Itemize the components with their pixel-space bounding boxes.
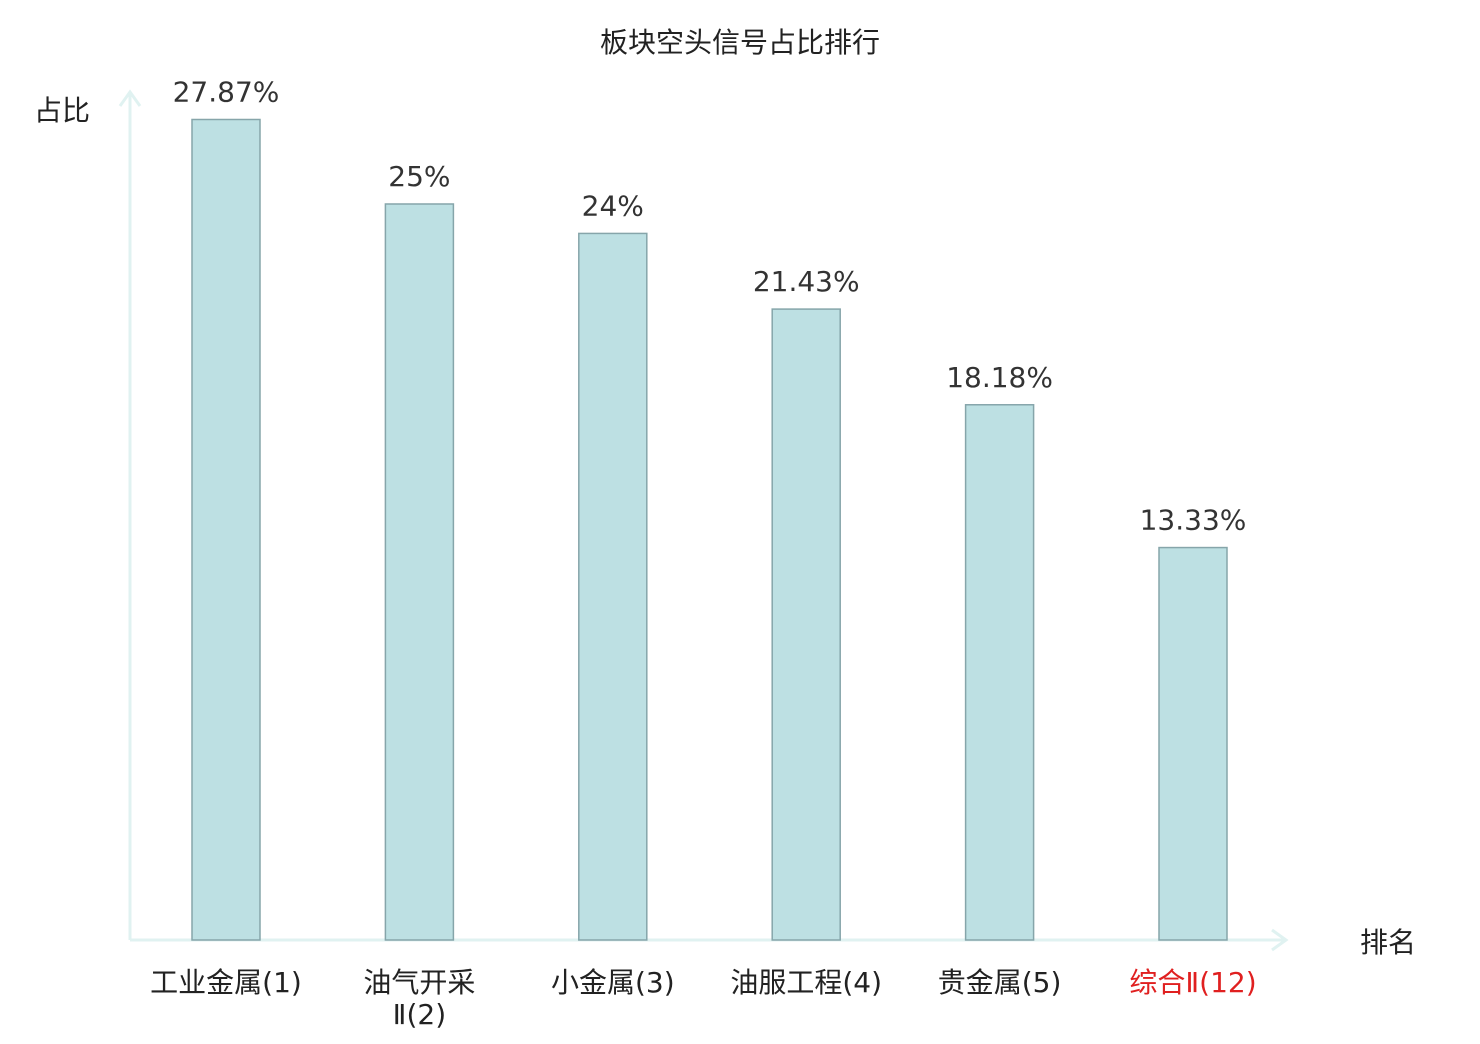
category-labels-group: 工业金属(1) 油气开采 Ⅱ(2) 小金属(3) 油服工程(4) 贵金属(5) 综合Ⅱ(12… [150, 966, 1256, 1031]
x-tick-label-line: 贵金属(5) [938, 966, 1062, 999]
axes [118, 89, 1289, 952]
bar-3 [578, 232, 648, 941]
x-axis-label: 排名 [1360, 926, 1416, 959]
bar-value-label-3: 24% [582, 189, 644, 222]
x-tick-label-6: 综合Ⅱ(12) [1129, 966, 1256, 999]
value-labels-group: 27.87% 25% 24% 21.43% 18.18% 13.33% [173, 75, 1247, 536]
x-tick-label-line: 油服工程(4) [730, 966, 882, 999]
bar-value-label-5: 18.18% [946, 361, 1053, 394]
x-axis-arrowhead [1271, 928, 1289, 952]
x-tick-label-line: 工业金属(1) [150, 966, 302, 999]
x-tick-label-1: 工业金属(1) [150, 966, 302, 999]
bar-6 [1158, 546, 1228, 941]
bar-value-label-1: 27.87% [173, 75, 280, 108]
bar-value-label-4: 21.43% [753, 265, 860, 298]
bar-value-label-6: 13.33% [1140, 504, 1247, 537]
x-tick-label-2: 油气开采 Ⅱ(2) [363, 966, 475, 1031]
bars-group [191, 118, 1228, 941]
x-tick-label-3: 小金属(3) [551, 966, 675, 999]
bar-1 [191, 118, 261, 941]
bar-value-label-2: 25% [388, 160, 450, 193]
y-axis-arrowhead [118, 89, 142, 107]
chart-title: 板块空头信号占比排行 [600, 26, 880, 59]
x-tick-label-line: 综合Ⅱ(12) [1129, 966, 1256, 999]
bar-2 [384, 203, 455, 941]
x-tick-label-line: Ⅱ(2) [393, 998, 446, 1031]
x-tick-label-4: 油服工程(4) [730, 966, 882, 999]
x-tick-label-line: 小金属(3) [551, 966, 675, 999]
y-axis-label: 占比 [34, 94, 90, 127]
bar-4 [771, 308, 841, 941]
x-tick-label-line: 油气开采 [363, 966, 475, 999]
bar-5 [964, 404, 1035, 941]
x-tick-label-5: 贵金属(5) [938, 966, 1062, 999]
